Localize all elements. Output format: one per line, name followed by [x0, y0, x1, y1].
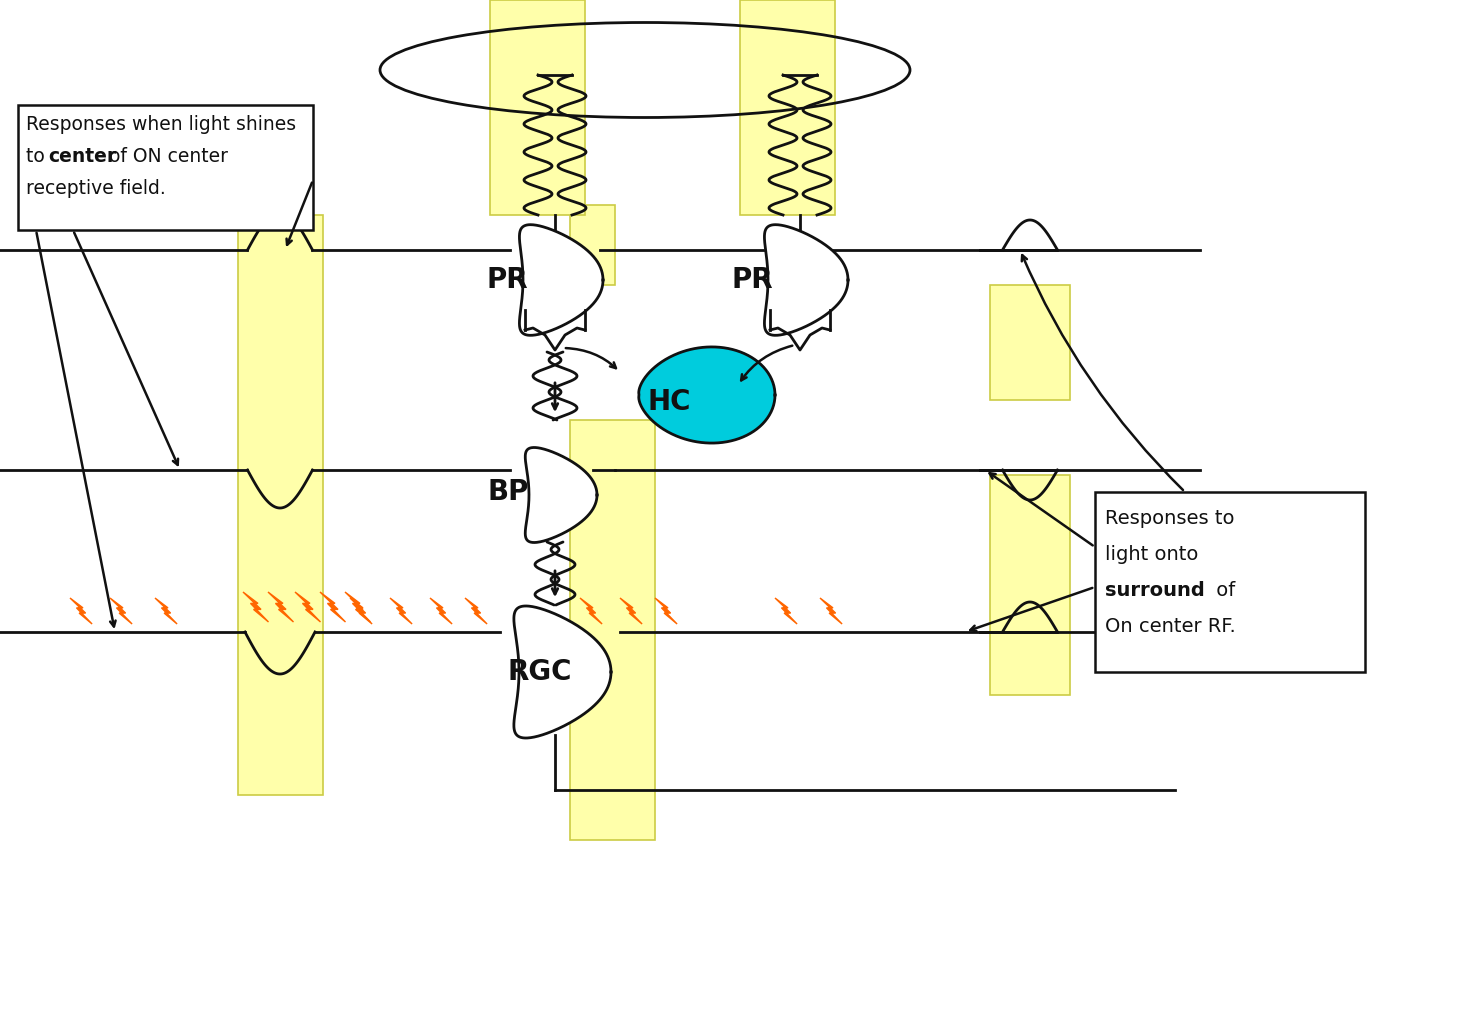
- Polygon shape: [580, 598, 602, 624]
- FancyBboxPatch shape: [17, 105, 313, 230]
- Text: On center RF.: On center RF.: [1105, 617, 1236, 636]
- Bar: [490, 0, 585, 215]
- Bar: [570, 420, 655, 840]
- Polygon shape: [430, 598, 452, 624]
- Bar: [570, 205, 615, 285]
- FancyBboxPatch shape: [1095, 492, 1365, 672]
- Text: light onto: light onto: [1105, 545, 1198, 564]
- Polygon shape: [155, 598, 176, 624]
- Polygon shape: [295, 592, 321, 622]
- Text: Responses to: Responses to: [1105, 509, 1235, 528]
- Polygon shape: [620, 598, 642, 624]
- Polygon shape: [319, 592, 346, 622]
- Text: Responses when light shines: Responses when light shines: [26, 115, 296, 134]
- Text: HC: HC: [647, 388, 691, 416]
- Text: surround: surround: [1105, 581, 1204, 601]
- Text: to: to: [26, 147, 51, 166]
- Polygon shape: [819, 598, 843, 624]
- Text: of ON center: of ON center: [104, 147, 227, 166]
- Bar: [238, 215, 324, 795]
- Bar: [990, 285, 1070, 400]
- Polygon shape: [639, 347, 776, 443]
- Text: center: center: [48, 147, 117, 166]
- Polygon shape: [346, 592, 370, 622]
- Polygon shape: [109, 598, 133, 624]
- Text: of: of: [1210, 581, 1235, 601]
- Text: PR: PR: [732, 266, 774, 294]
- Polygon shape: [764, 225, 849, 336]
- Text: RGC: RGC: [507, 658, 573, 686]
- Polygon shape: [268, 592, 293, 622]
- Polygon shape: [465, 598, 487, 624]
- Text: PR: PR: [487, 266, 529, 294]
- Bar: [741, 0, 835, 215]
- Polygon shape: [519, 225, 604, 336]
- Polygon shape: [776, 598, 798, 624]
- Bar: [990, 475, 1070, 695]
- Polygon shape: [513, 606, 611, 738]
- Polygon shape: [70, 598, 92, 624]
- Polygon shape: [655, 598, 677, 624]
- Polygon shape: [243, 592, 268, 622]
- Polygon shape: [525, 447, 596, 542]
- Polygon shape: [350, 598, 372, 624]
- Text: receptive field.: receptive field.: [26, 179, 166, 198]
- Text: BP: BP: [488, 478, 529, 506]
- Polygon shape: [389, 598, 413, 624]
